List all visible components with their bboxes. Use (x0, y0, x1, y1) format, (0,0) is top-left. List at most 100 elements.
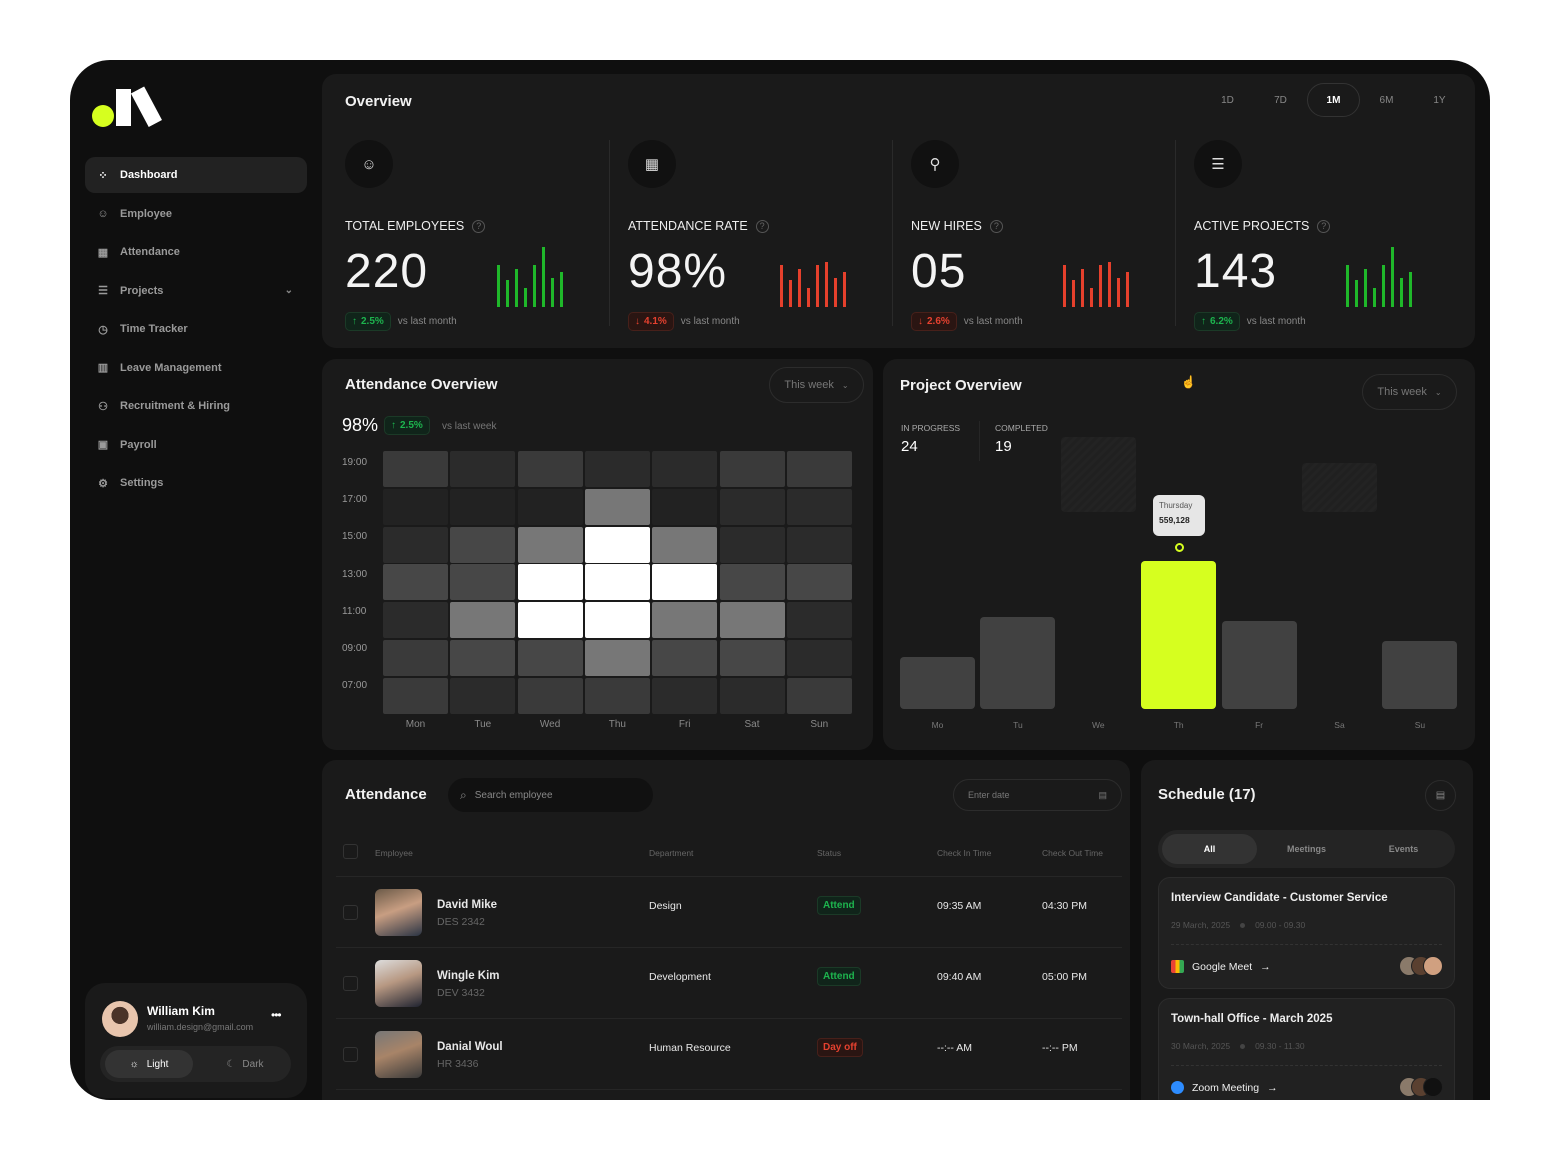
table-row[interactable]: David Mike DES 2342 Design Attend 09:35 AM 04… (336, 877, 1122, 948)
heatmap-cell[interactable] (584, 488, 650, 525)
sidebar-item-time-tracker[interactable]: ◷ Time Tracker (85, 311, 307, 347)
bar-su[interactable] (1382, 640, 1458, 709)
heatmap-cell[interactable] (652, 526, 718, 563)
heatmap-cell[interactable] (383, 602, 448, 639)
heatmap-cell[interactable] (584, 677, 650, 714)
user-menu-button[interactable]: ••• (271, 1008, 282, 1022)
heatmap-cell[interactable] (786, 677, 852, 714)
sidebar-item-employee[interactable]: ☺ Employee (85, 196, 307, 232)
theme-light-button[interactable]: ☼ Light (105, 1050, 193, 1078)
heatmap-cell[interactable] (383, 640, 448, 676)
range-1y[interactable]: 1Y (1433, 94, 1446, 106)
meeting-link[interactable]: Google Meet → (1171, 960, 1271, 973)
heatmap-cell[interactable] (450, 640, 516, 676)
heatmap-cell[interactable] (652, 602, 718, 639)
project-period-dropdown[interactable]: This week ⌄ (1362, 374, 1457, 410)
table-row[interactable]: Danial Woul HR 3436 Human Resource Day off -… (336, 1019, 1122, 1090)
heatmap-cell[interactable] (719, 451, 785, 487)
help-icon[interactable]: ? (1317, 219, 1331, 233)
attendance-period-dropdown[interactable]: This week ⌄ (769, 367, 864, 403)
select-all-checkbox[interactable] (343, 844, 358, 859)
heatmap-cell[interactable] (383, 451, 448, 487)
heatmap-cell[interactable] (517, 677, 583, 714)
heatmap-cell[interactable] (517, 526, 583, 563)
heatmap-cell[interactable] (584, 526, 650, 563)
schedule-calendar-button[interactable]: ▤ (1425, 780, 1456, 811)
column-header[interactable]: Department (649, 848, 694, 858)
sidebar-item-attendance[interactable]: ▦ Attendance (85, 234, 307, 270)
row-checkbox[interactable] (343, 905, 358, 920)
bar-mo[interactable] (900, 657, 975, 709)
heatmap-cell[interactable] (450, 677, 516, 714)
heatmap-cell[interactable] (584, 640, 650, 676)
heatmap-cell[interactable] (786, 640, 852, 676)
date-input[interactable]: Enter date ▤ (953, 779, 1122, 811)
heatmap-cell[interactable] (383, 564, 448, 601)
chevron-down-icon[interactable]: ⌄ (284, 285, 293, 296)
table-row[interactable]: Wingle Kim DEV 3432 Development Attend 09:40… (336, 948, 1122, 1019)
sidebar-item-dashboard[interactable]: ⁘ Dashboard (85, 157, 307, 193)
employee-name[interactable]: David Mike (437, 899, 498, 911)
bar-th[interactable] (1141, 561, 1217, 709)
tab-meetings[interactable]: Meetings (1286, 844, 1326, 854)
range-1d[interactable]: 1D (1221, 94, 1234, 106)
help-icon[interactable]: ? (755, 219, 769, 233)
heatmap-cell[interactable] (584, 564, 650, 601)
heatmap-cell[interactable] (450, 488, 516, 525)
heatmap-cell[interactable] (786, 451, 852, 487)
column-header[interactable]: Status (817, 848, 842, 858)
heatmap-cell[interactable] (517, 602, 583, 639)
heatmap-cell[interactable] (383, 677, 448, 714)
heatmap-cell[interactable] (450, 526, 516, 563)
help-icon[interactable]: ? (989, 219, 1003, 233)
schedule-item[interactable]: Interview Candidate - Customer Service 29… (1158, 877, 1455, 989)
heatmap-cell[interactable] (517, 488, 583, 525)
column-header[interactable]: Check Out Time (1042, 848, 1103, 858)
heatmap-cell[interactable] (517, 640, 583, 676)
heatmap-cell[interactable] (450, 564, 516, 601)
theme-dark-button[interactable]: ☾ Dark (210, 1050, 280, 1078)
bar-fr[interactable] (1221, 621, 1297, 709)
heatmap-cell[interactable] (652, 488, 718, 525)
heatmap-cell[interactable] (652, 640, 718, 676)
heatmap-cell[interactable] (786, 526, 852, 563)
heatmap-cell[interactable] (517, 564, 583, 601)
heatmap-cell[interactable] (450, 451, 516, 487)
heatmap-cell[interactable] (383, 526, 448, 563)
range-1m[interactable]: 1M (1307, 83, 1360, 117)
sidebar-item-payroll[interactable]: ▣ Payroll (85, 427, 307, 463)
heatmap-cell[interactable] (584, 451, 650, 487)
heatmap-cell[interactable] (786, 602, 852, 639)
employee-name[interactable]: Danial Woul (437, 1041, 503, 1053)
range-6m[interactable]: 6M (1379, 94, 1394, 106)
heatmap-cell[interactable] (383, 488, 448, 525)
bar-tu[interactable] (980, 616, 1056, 709)
heatmap-cell[interactable] (584, 602, 650, 639)
heatmap-cell[interactable] (652, 451, 718, 487)
sidebar-item-projects[interactable]: ☰ Projects ⌄ (85, 273, 307, 309)
heatmap-cell[interactable] (719, 564, 785, 601)
column-header[interactable]: Employee (375, 848, 413, 858)
schedule-item[interactable]: Town-hall Office - March 2025 30 March, 2… (1158, 998, 1455, 1100)
heatmap-cell[interactable] (450, 602, 516, 639)
tab-events[interactable]: Events (1388, 844, 1419, 854)
heatmap-cell[interactable] (786, 564, 852, 601)
heatmap-cell[interactable] (719, 526, 785, 563)
row-checkbox[interactable] (343, 1047, 358, 1062)
row-checkbox[interactable] (343, 976, 358, 991)
avatar[interactable] (102, 1001, 138, 1037)
heatmap-cell[interactable] (719, 488, 785, 525)
heatmap-cell[interactable] (719, 677, 785, 714)
search-employee-input[interactable]: ⌕ Search employee (448, 778, 653, 812)
heatmap-cell[interactable] (719, 640, 785, 676)
heatmap-cell[interactable] (517, 451, 583, 487)
tab-all[interactable]: All (1162, 834, 1257, 864)
range-7d[interactable]: 7D (1274, 94, 1287, 106)
heatmap-cell[interactable] (652, 677, 718, 714)
sidebar-item-leave-management[interactable]: ▥ Leave Management (85, 350, 307, 386)
heatmap-cell[interactable] (719, 602, 785, 639)
column-header[interactable]: Check In Time (937, 848, 992, 858)
employee-name[interactable]: Wingle Kim (437, 970, 500, 982)
sidebar-item-settings[interactable]: ⚙ Settings (85, 465, 307, 501)
sidebar-item-recruitment-hiring[interactable]: ⚇ Recruitment & Hiring (85, 388, 307, 424)
